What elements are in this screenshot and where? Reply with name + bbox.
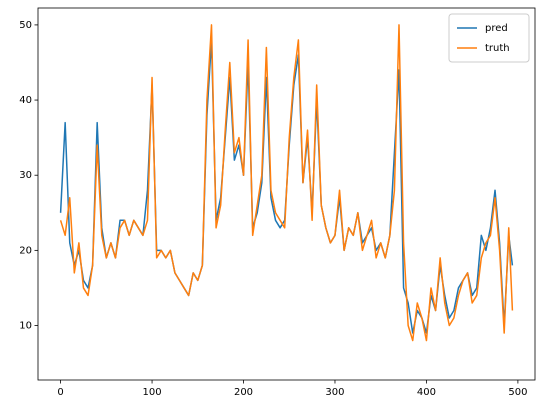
line-series bbox=[59, 24, 514, 342]
y-tick-label: 10 bbox=[19, 321, 32, 332]
legend-label: truth bbox=[485, 43, 510, 54]
x-tick-label: 100 bbox=[143, 387, 162, 398]
y-tick-label: 50 bbox=[19, 20, 32, 31]
plot-frame bbox=[37, 7, 536, 381]
legend-label: pred bbox=[485, 23, 508, 34]
x-tick-label: 500 bbox=[508, 387, 527, 398]
x-tick-label: 200 bbox=[234, 387, 253, 398]
x-tick-label: 0 bbox=[57, 387, 63, 398]
y-tick-label: 20 bbox=[19, 245, 32, 256]
x-tick-label: 300 bbox=[325, 387, 344, 398]
x-tick-label: 400 bbox=[417, 387, 436, 398]
y-tick-label: 40 bbox=[19, 95, 32, 106]
y-tick-label: 30 bbox=[19, 170, 32, 181]
legend-box bbox=[448, 13, 530, 63]
